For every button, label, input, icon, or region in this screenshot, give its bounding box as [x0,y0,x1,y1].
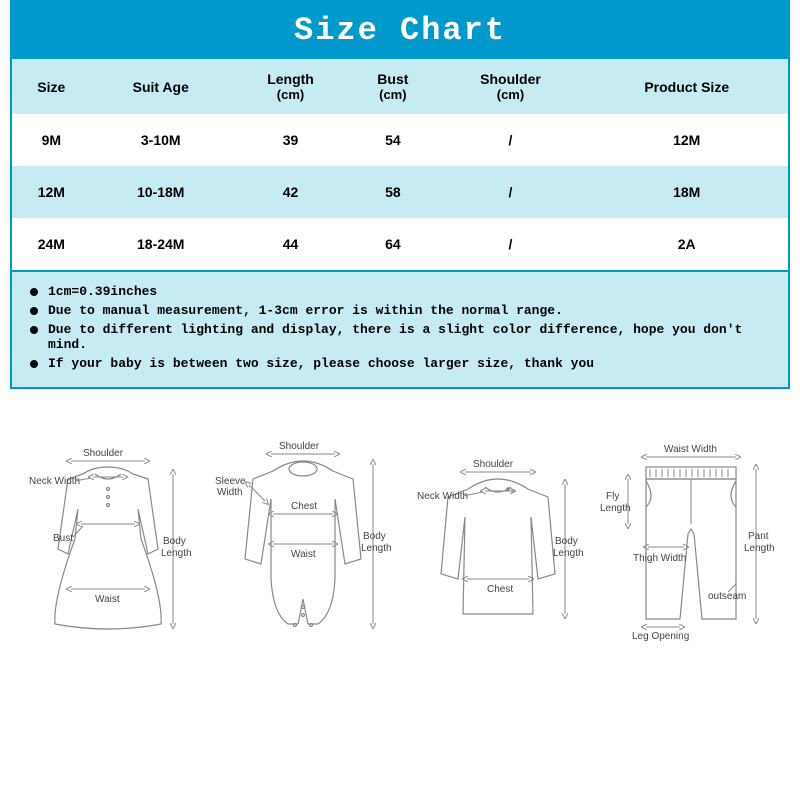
note-item: 1cm=0.39inches [26,282,774,301]
dress-icon: Shoulder Neck Width Bust Waist Body Leng… [23,429,193,639]
table-row: 12M 10-18M 42 58 / 18M [12,166,788,218]
note-item: Due to manual measurement, 1-3cm error i… [26,301,774,320]
cell: / [436,218,586,270]
table-row: 24M 18-24M 44 64 / 2A [12,218,788,270]
col-product-size: Product Size [585,59,788,114]
diagram-romper: Shoulder Sleeve Width Chest Waist Body L… [205,429,400,639]
label-waist-width: Waist Width [664,444,717,455]
label-chest: Chest [487,584,513,595]
cell: 54 [350,114,435,166]
notes-section: 1cm=0.39inches Due to manual measurement… [12,270,788,387]
table-body: 9M 3-10M 39 54 / 12M 12M 10-18M 42 58 / … [12,114,788,270]
cell: 24M [12,218,91,270]
cell: 12M [585,114,788,166]
label-waist: Waist [291,549,316,560]
table-header: Size Suit Age Length(cm) Bust(cm) Should… [12,59,788,114]
cell: 10-18M [91,166,231,218]
col-shoulder: Shoulder(cm) [436,59,586,114]
label-shoulder: Shoulder [83,448,124,459]
cell: 39 [231,114,350,166]
cell: 18-24M [91,218,231,270]
col-size: Size [12,59,91,114]
col-length: Length(cm) [231,59,350,114]
label-chest: Chest [291,501,317,512]
label-neck-width: Neck Width [417,491,468,502]
svg-text:Length: Length [600,503,631,514]
cell: / [436,114,586,166]
svg-text:Body: Body [555,536,578,547]
diagram-shirt: Shoulder Neck Width Chest Body Length [400,439,595,639]
size-chart-container: Size Chart Size Suit Age Length(cm) Bust… [10,0,790,389]
title-bar: Size Chart [12,2,788,59]
cell: 64 [350,218,435,270]
label-shoulder: Shoulder [473,459,514,470]
diagram-dress: Shoulder Neck Width Bust Waist Body Leng… [10,429,205,639]
svg-text:Body: Body [363,531,386,542]
cell: 44 [231,218,350,270]
svg-text:Pant: Pant [748,531,769,542]
diagrams-row: Shoulder Neck Width Bust Waist Body Leng… [0,429,800,639]
note-item: Due to different lighting and display, t… [26,320,774,354]
cell: 9M [12,114,91,166]
page-title: Size Chart [12,12,788,49]
romper-icon: Shoulder Sleeve Width Chest Waist Body L… [213,429,393,639]
label-leg-opening: Leg Opening [632,631,689,642]
col-bust: Bust(cm) [350,59,435,114]
cell: 2A [585,218,788,270]
label-outseam: outseam [708,591,746,602]
cell: / [436,166,586,218]
label-shoulder: Shoulder [279,441,320,452]
pants-icon: Waist Width Fly Length Thigh Width Leg O… [598,429,788,639]
label-thigh-width: Thigh Width [633,553,686,564]
svg-text:Length: Length [161,548,192,559]
table-row: 9M 3-10M 39 54 / 12M [12,114,788,166]
cell: 12M [12,166,91,218]
label-sleeve-width: Sleeve [215,476,246,487]
diagram-pants: Waist Width Fly Length Thigh Width Leg O… [595,429,790,639]
label-neck-width: Neck Width [29,476,80,487]
label-bust: Bust [53,533,73,544]
cell: 42 [231,166,350,218]
col-suit-age: Suit Age [91,59,231,114]
svg-text:Length: Length [553,548,584,559]
cell: 58 [350,166,435,218]
svg-text:Length: Length [361,543,392,554]
svg-text:Width: Width [217,487,243,498]
note-item: If your baby is between two size, please… [26,354,774,373]
svg-text:Fly: Fly [606,491,619,502]
label-body-length: Body [163,536,186,547]
svg-text:Length: Length [744,543,775,554]
size-table: Size Suit Age Length(cm) Bust(cm) Should… [12,59,788,270]
cell: 18M [585,166,788,218]
label-waist: Waist [95,594,120,605]
cell: 3-10M [91,114,231,166]
shirt-icon: Shoulder Neck Width Chest Body Length [413,439,583,639]
